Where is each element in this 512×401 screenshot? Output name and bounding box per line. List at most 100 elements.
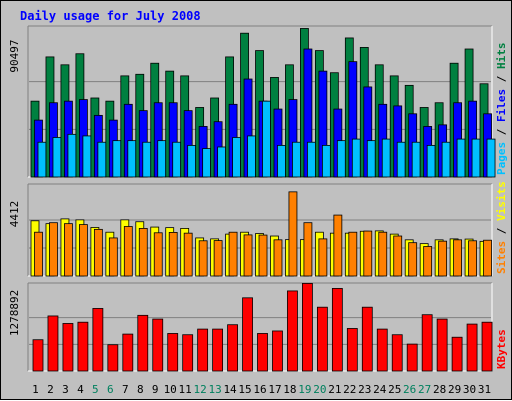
legend-kbytes: KBytes	[495, 329, 508, 369]
x-axis-label-day-24: 24	[373, 383, 387, 396]
legend-separator: /	[495, 221, 508, 241]
bar-pages-day-28	[441, 141, 451, 178]
bar-kbytes-day-7	[122, 333, 134, 372]
middle-panel-max-label: 4412	[8, 201, 21, 228]
bar-pages-day-13	[217, 146, 227, 178]
bar-pages-day-31	[486, 138, 496, 178]
legend-files: Files	[495, 89, 508, 122]
bar-kbytes-day-13	[212, 328, 224, 372]
bar-pages-day-19	[307, 141, 316, 178]
legend-pages: Pages	[495, 142, 508, 175]
bar-kbytes-day-9	[152, 318, 164, 372]
bar-pages-day-5	[97, 141, 107, 178]
x-axis-label-day-18: 18	[283, 383, 296, 396]
bar-pages-day-1	[37, 141, 47, 178]
bar-pages-day-18	[292, 141, 301, 178]
bar-kbytes-day-22	[346, 328, 358, 372]
x-axis-label-day-11: 11	[179, 383, 192, 396]
top-panel-max-label: 90497	[8, 39, 21, 72]
x-axis-label-day-23: 23	[358, 383, 371, 396]
bar-kbytes-day-1	[32, 339, 44, 372]
x-axis-label-day-27: 27	[418, 383, 431, 396]
bar-pages-day-6	[112, 140, 122, 178]
bar-pages-day-27	[426, 144, 436, 178]
bar-pages-day-10	[172, 141, 182, 178]
bar-sites-day-28	[438, 240, 448, 277]
x-axis-label-day-7: 7	[122, 383, 129, 396]
x-axis-label-day-10: 10	[164, 383, 177, 396]
x-axis-label-day-13: 13	[208, 383, 221, 396]
bar-kbytes-day-17	[272, 330, 283, 372]
x-axis-label-day-25: 25	[388, 383, 401, 396]
bar-pages-day-20	[321, 144, 331, 178]
x-axis-label-day-20: 20	[313, 383, 326, 396]
bar-kbytes-day-20	[316, 306, 328, 372]
bar-sites-day-12	[198, 240, 208, 277]
bar-pages-day-4	[82, 135, 92, 178]
bar-sites-day-22	[348, 231, 358, 277]
bar-sites-day-4	[79, 224, 88, 277]
bar-sites-day-5	[93, 228, 103, 277]
bar-sites-day-20	[318, 238, 328, 277]
chart-title: Daily usage for July 2008	[20, 9, 201, 23]
bar-sites-day-26	[408, 242, 418, 277]
bar-kbytes-day-14	[227, 324, 238, 372]
bar-pages-day-12	[202, 148, 212, 178]
x-axis-label-day-4: 4	[77, 383, 84, 396]
legend-separator: /	[495, 69, 508, 89]
x-axis-label-day-16: 16	[253, 383, 266, 396]
bar-sites-day-2	[49, 222, 58, 277]
bar-kbytes-day-21	[331, 288, 343, 372]
bar-sites-day-10	[168, 232, 178, 277]
bar-pages-day-8	[142, 141, 152, 178]
bar-pages-day-16	[262, 100, 271, 178]
bar-sites-day-27	[423, 246, 433, 277]
panel-middle-legend: Sites / Visits	[495, 181, 508, 274]
bar-kbytes-day-24	[376, 328, 388, 372]
bar-kbytes-day-11	[182, 334, 194, 372]
x-axis-label-day-26: 26	[403, 383, 416, 396]
bar-sites-day-19	[303, 222, 313, 277]
bar-sites-day-29	[453, 239, 462, 277]
bar-sites-day-21	[333, 214, 343, 277]
x-axis-label-day-1: 1	[32, 383, 39, 396]
bar-sites-day-16	[258, 234, 268, 277]
bar-sites-day-31	[483, 239, 492, 277]
bar-kbytes-day-28	[436, 318, 448, 372]
x-axis-label-day-9: 9	[152, 383, 159, 396]
bar-sites-day-24	[378, 231, 388, 277]
x-axis-label-day-17: 17	[268, 383, 281, 396]
bar-sites-day-30	[468, 240, 477, 277]
bar-kbytes-day-15	[242, 297, 253, 372]
bar-sites-day-23	[363, 230, 373, 277]
x-axis-label-day-29: 29	[448, 383, 461, 396]
bottom-panel-max-label: 1278892	[8, 290, 21, 336]
bar-kbytes-day-18	[287, 290, 298, 372]
bar-pages-day-15	[247, 135, 256, 178]
x-axis-label-day-3: 3	[62, 383, 69, 396]
x-axis-label-day-19: 19	[298, 383, 311, 396]
legend-sites: Sites	[495, 241, 508, 274]
x-axis-label-day-30: 30	[463, 383, 476, 396]
bar-kbytes-day-10	[167, 333, 179, 372]
bar-sites-day-25	[393, 235, 403, 277]
bar-kbytes-day-19	[302, 283, 313, 372]
bar-kbytes-day-30	[466, 323, 478, 372]
bar-kbytes-day-6	[107, 344, 119, 372]
bar-pages-day-9	[157, 140, 167, 178]
bar-kbytes-day-8	[137, 314, 149, 372]
bar-pages-day-2	[52, 137, 62, 178]
x-axis-label-day-2: 2	[47, 383, 54, 396]
bar-sites-day-11	[183, 232, 193, 277]
panel-bottom-legend: KBytes	[495, 329, 508, 369]
bar-kbytes-day-23	[361, 306, 373, 372]
bar-sites-day-7	[123, 226, 133, 277]
bar-kbytes-day-25	[391, 334, 403, 372]
legend-separator: /	[495, 122, 508, 142]
x-axis-label-day-6: 6	[107, 383, 114, 396]
legend-hits: Hits	[495, 43, 508, 70]
bar-pages-day-21	[336, 140, 346, 178]
bar-pages-day-25	[396, 141, 406, 178]
panel-top-legend: Pages / Files / Hits	[495, 43, 508, 176]
